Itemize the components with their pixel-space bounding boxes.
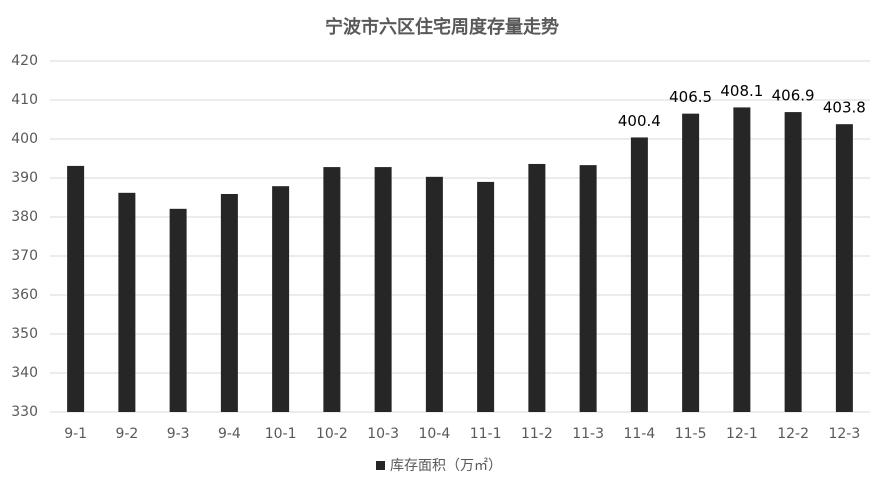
- y-tick-label: 420: [11, 53, 38, 69]
- bar: [220, 193, 238, 412]
- x-tick-label: 11-4: [623, 426, 655, 442]
- x-tick-label: 10-4: [418, 426, 450, 442]
- y-tick-label: 350: [11, 326, 38, 342]
- x-tick-label: 11-2: [521, 426, 553, 442]
- x-tick-label: 10-1: [265, 426, 297, 442]
- bar: [835, 124, 853, 413]
- x-tick-label: 9-4: [218, 426, 241, 442]
- x-tick-label: 12-1: [726, 426, 758, 442]
- x-tick-label: 11-5: [675, 426, 707, 442]
- bar: [784, 112, 802, 412]
- y-tick-label: 390: [11, 170, 38, 186]
- bar: [374, 167, 392, 412]
- bar: [477, 181, 495, 412]
- bar: [323, 167, 341, 412]
- chart-title: 宁波市六区住宅周度存量走势: [325, 16, 559, 38]
- x-tick-label: 12-3: [828, 426, 860, 442]
- x-tick-label: 10-2: [316, 426, 348, 442]
- y-tick-label: 370: [11, 248, 38, 264]
- x-tick-label: 11-1: [470, 426, 502, 442]
- bar: [272, 186, 290, 412]
- legend-swatch: [376, 461, 385, 470]
- bar: [425, 176, 443, 412]
- x-tick-label: 9-2: [115, 426, 138, 442]
- y-tick-label: 410: [11, 92, 38, 108]
- bar: [733, 107, 751, 412]
- data-label: 400.4: [618, 112, 661, 130]
- bar: [630, 137, 648, 412]
- bar: [169, 208, 187, 412]
- y-tick-label: 380: [11, 209, 38, 225]
- data-label: 403.8: [823, 99, 866, 117]
- x-tick-label: 12-2: [777, 426, 809, 442]
- x-tick-label: 11-3: [572, 426, 604, 442]
- y-tick-label: 340: [11, 365, 38, 381]
- bar: [67, 165, 85, 412]
- bar: [579, 165, 597, 412]
- x-tick-label: 10-3: [367, 426, 399, 442]
- y-tick-label: 360: [11, 287, 38, 303]
- bar: [118, 192, 136, 412]
- y-tick-label: 330: [11, 404, 38, 420]
- data-label: 406.5: [669, 88, 712, 106]
- x-tick-label: 9-3: [167, 426, 190, 442]
- y-tick-label: 400: [11, 131, 38, 147]
- bar: [682, 113, 700, 413]
- data-label: 406.9: [772, 87, 815, 105]
- bar: [528, 163, 546, 412]
- legend-label: 库存面积（万㎡）: [390, 458, 502, 474]
- data-label: 408.1: [720, 82, 763, 100]
- x-tick-label: 9-1: [64, 426, 87, 442]
